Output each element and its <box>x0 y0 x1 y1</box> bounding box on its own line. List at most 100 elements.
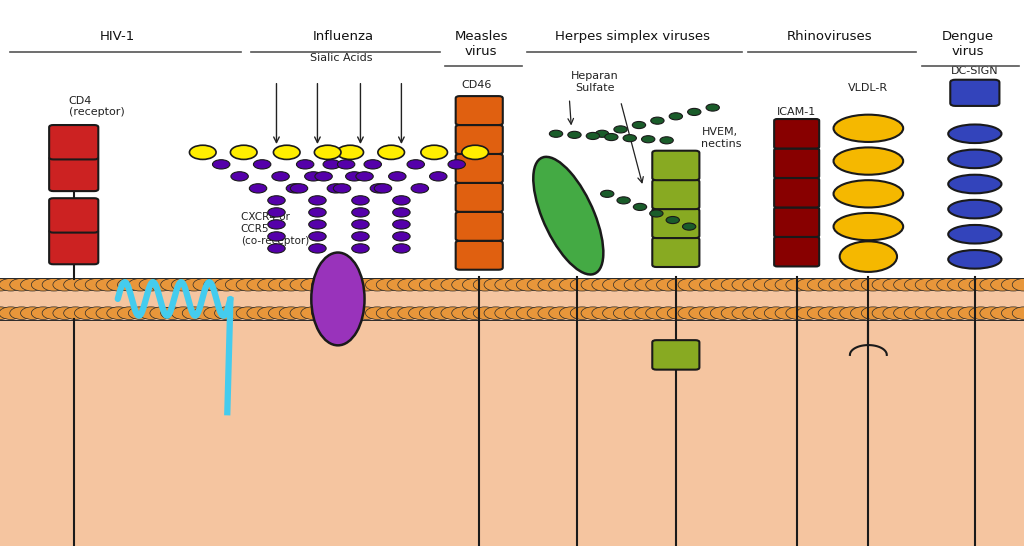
Circle shape <box>732 307 756 319</box>
Circle shape <box>754 278 777 291</box>
Ellipse shape <box>534 157 603 275</box>
Circle shape <box>775 307 799 319</box>
Circle shape <box>237 278 260 291</box>
Circle shape <box>926 307 949 319</box>
Circle shape <box>412 183 429 193</box>
Text: HIV-1: HIV-1 <box>100 30 135 43</box>
Circle shape <box>63 278 87 291</box>
Circle shape <box>280 307 303 319</box>
Circle shape <box>387 307 411 319</box>
Circle shape <box>592 307 615 319</box>
Circle shape <box>699 278 723 291</box>
Ellipse shape <box>834 115 903 142</box>
Circle shape <box>484 278 508 291</box>
Text: CD46: CD46 <box>461 80 492 90</box>
Circle shape <box>430 278 454 291</box>
Circle shape <box>527 307 551 319</box>
FancyBboxPatch shape <box>652 180 699 209</box>
Circle shape <box>344 307 368 319</box>
Ellipse shape <box>948 124 1001 143</box>
FancyBboxPatch shape <box>49 125 98 159</box>
Circle shape <box>333 278 356 291</box>
Circle shape <box>0 278 23 291</box>
Circle shape <box>807 278 831 291</box>
Circle shape <box>559 307 583 319</box>
Ellipse shape <box>948 175 1001 193</box>
FancyBboxPatch shape <box>456 96 503 125</box>
Circle shape <box>393 244 411 253</box>
Circle shape <box>570 307 594 319</box>
Circle shape <box>96 307 120 319</box>
Circle shape <box>613 278 637 291</box>
Circle shape <box>272 171 290 181</box>
Circle shape <box>387 278 411 291</box>
Circle shape <box>581 278 604 291</box>
Circle shape <box>63 307 87 319</box>
Circle shape <box>247 307 270 319</box>
Circle shape <box>969 307 992 319</box>
Circle shape <box>182 307 206 319</box>
Circle shape <box>371 183 388 193</box>
Circle shape <box>297 159 314 169</box>
Circle shape <box>375 183 392 193</box>
Circle shape <box>614 126 627 133</box>
Circle shape <box>309 195 326 205</box>
Circle shape <box>721 278 744 291</box>
Circle shape <box>600 190 613 197</box>
Circle shape <box>650 210 664 217</box>
Circle shape <box>656 307 680 319</box>
Circle shape <box>139 278 163 291</box>
Circle shape <box>872 278 896 291</box>
Circle shape <box>171 307 195 319</box>
Circle shape <box>915 278 939 291</box>
Circle shape <box>106 307 130 319</box>
Circle shape <box>883 278 906 291</box>
Ellipse shape <box>834 147 903 175</box>
Ellipse shape <box>948 200 1001 218</box>
Circle shape <box>549 130 562 137</box>
Circle shape <box>947 307 971 319</box>
Ellipse shape <box>948 225 1001 244</box>
Circle shape <box>309 207 326 217</box>
Circle shape <box>171 278 195 291</box>
Circle shape <box>254 159 270 169</box>
Circle shape <box>1001 278 1024 291</box>
Circle shape <box>309 244 326 253</box>
Circle shape <box>689 278 713 291</box>
Text: CD4
(receptor): CD4 (receptor) <box>69 96 124 117</box>
Circle shape <box>344 278 368 291</box>
Circle shape <box>616 197 630 204</box>
Circle shape <box>342 147 359 157</box>
Circle shape <box>106 278 130 291</box>
Ellipse shape <box>834 213 903 240</box>
Circle shape <box>204 278 227 291</box>
Circle shape <box>421 145 447 159</box>
Circle shape <box>840 307 863 319</box>
Text: ICAM-1: ICAM-1 <box>777 108 816 117</box>
Circle shape <box>273 145 300 159</box>
Circle shape <box>635 278 658 291</box>
Circle shape <box>449 159 465 169</box>
Circle shape <box>570 278 594 291</box>
Circle shape <box>383 147 399 157</box>
Circle shape <box>118 278 141 291</box>
Circle shape <box>641 136 655 143</box>
Circle shape <box>596 130 608 137</box>
Circle shape <box>215 307 239 319</box>
Circle shape <box>670 113 682 120</box>
Circle shape <box>225 307 249 319</box>
Circle shape <box>215 278 239 291</box>
Circle shape <box>797 307 820 319</box>
Circle shape <box>393 219 411 229</box>
Circle shape <box>646 278 670 291</box>
Circle shape <box>0 307 23 319</box>
Circle shape <box>915 307 939 319</box>
FancyBboxPatch shape <box>774 149 819 178</box>
Text: Dengue
virus: Dengue virus <box>942 30 993 58</box>
Circle shape <box>894 278 918 291</box>
Circle shape <box>301 278 325 291</box>
Text: Herpes simplex viruses: Herpes simplex viruses <box>555 30 711 43</box>
Circle shape <box>290 307 313 319</box>
Circle shape <box>604 134 617 140</box>
Text: Sialic Acids: Sialic Acids <box>309 53 373 63</box>
